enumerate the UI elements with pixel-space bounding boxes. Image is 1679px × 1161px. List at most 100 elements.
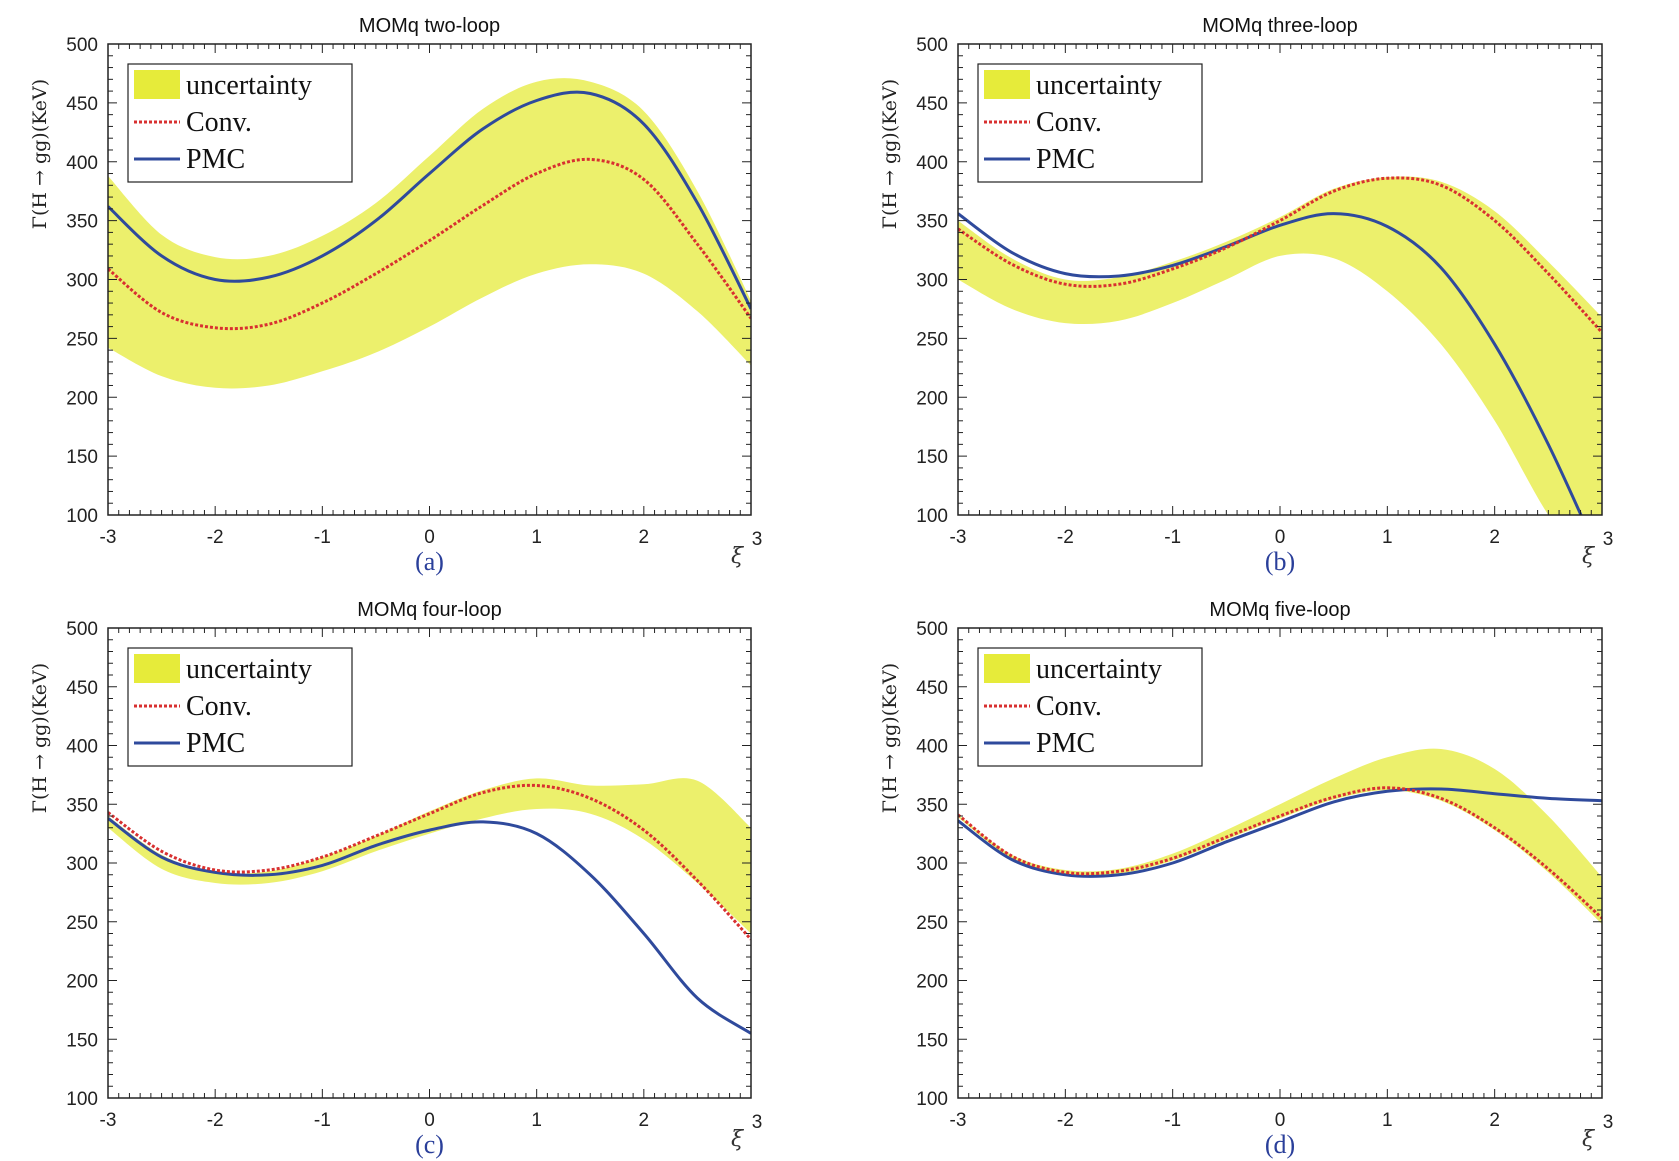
x-tick-label: 3 bbox=[1603, 529, 1614, 550]
panel-caption: (b) bbox=[1265, 547, 1295, 576]
x-tick-label: -2 bbox=[207, 527, 224, 548]
conv-line bbox=[108, 783, 751, 941]
y-tick-label: 150 bbox=[66, 1030, 98, 1051]
x-axis-label: ξ bbox=[1582, 544, 1596, 569]
panel-b: -3 -2 -1 0 1 2 3 100 150 200 250 300 350 400 450 500 MOM… bbox=[879, 15, 1614, 576]
legend-label-pmc: PMC bbox=[186, 144, 245, 175]
x-tick-label: -2 bbox=[207, 1110, 224, 1131]
panel-d: -3 -2 -1 0 1 2 3 100 150 200 250 300 350 400 450 500 MOM… bbox=[879, 599, 1613, 1159]
legend-label-uncertainty: uncertainty bbox=[186, 70, 312, 101]
y-axis-label: Γ(H → gg)(KeV) bbox=[29, 663, 51, 813]
y-tick-label: 250 bbox=[66, 329, 98, 350]
x-tick-label: 1 bbox=[531, 527, 542, 548]
y-tick-label: 350 bbox=[66, 795, 98, 816]
x-tick-label: -3 bbox=[100, 527, 117, 548]
x-tick-label: 0 bbox=[424, 1110, 435, 1131]
y-tick-label: 100 bbox=[66, 506, 98, 527]
y-tick-label: 350 bbox=[916, 212, 948, 233]
plot-area bbox=[958, 748, 1602, 925]
x-tick-label: 2 bbox=[1489, 527, 1500, 548]
plot-area bbox=[108, 78, 751, 389]
y-tick-label: 200 bbox=[66, 972, 98, 993]
x-tick-label: -2 bbox=[1057, 527, 1074, 548]
uncertainty-band bbox=[108, 778, 751, 934]
y-tick-label: 500 bbox=[66, 35, 98, 56]
legend-label-uncertainty: uncertainty bbox=[186, 654, 312, 685]
legend-swatch-uncertainty bbox=[984, 70, 1030, 99]
pmc-line bbox=[108, 90, 751, 310]
x-tick-label: -1 bbox=[1164, 527, 1181, 548]
y-axis-label: Γ(H → gg)(KeV) bbox=[879, 79, 901, 229]
x-axis-label: ξ bbox=[731, 1127, 745, 1152]
uncertainty-band bbox=[108, 78, 751, 389]
panel-c: -3 -2 -1 0 1 2 3 100 150 200 250 300 350 400 450 500 MOM… bbox=[29, 599, 762, 1159]
legend: uncertainty Conv. PMC bbox=[127, 63, 353, 183]
conv-line bbox=[958, 176, 1602, 334]
x-tick-label: 2 bbox=[1489, 1110, 1500, 1131]
panel-caption: (d) bbox=[1265, 1130, 1295, 1159]
y-tick-label: 450 bbox=[66, 94, 98, 115]
chart-title: MOMq five-loop bbox=[1209, 599, 1350, 621]
pmc-line bbox=[958, 787, 1602, 878]
plot-area bbox=[958, 176, 1602, 515]
y-tick-label: 400 bbox=[66, 737, 98, 758]
y-tick-label: 350 bbox=[66, 212, 98, 233]
y-tick-label: 250 bbox=[916, 913, 948, 934]
legend-label-conv: Conv. bbox=[1036, 691, 1102, 722]
y-tick-label: 200 bbox=[916, 388, 948, 409]
x-axis-label: ξ bbox=[1582, 1127, 1596, 1152]
legend-swatch-uncertainty bbox=[984, 654, 1030, 683]
y-tick-label: 450 bbox=[916, 678, 948, 699]
x-tick-label: 1 bbox=[1382, 1110, 1393, 1131]
panel-caption: (c) bbox=[415, 1130, 444, 1159]
legend-label-uncertainty: uncertainty bbox=[1036, 654, 1162, 685]
y-tick-label: 500 bbox=[66, 619, 98, 640]
y-tick-label: 300 bbox=[916, 854, 948, 875]
legend-label-conv: Conv. bbox=[186, 107, 252, 138]
legend: uncertainty Conv. PMC bbox=[977, 63, 1203, 183]
y-tick-label: 150 bbox=[916, 1030, 948, 1051]
legend-swatch-uncertainty bbox=[134, 70, 180, 99]
x-tick-label: -3 bbox=[100, 1110, 117, 1131]
y-tick-label: 250 bbox=[66, 913, 98, 934]
y-tick-label: 200 bbox=[916, 972, 948, 993]
x-tick-label: 3 bbox=[752, 529, 763, 550]
x-tick-label: 1 bbox=[531, 1110, 542, 1131]
y-tick-label: 400 bbox=[66, 153, 98, 174]
plot-area bbox=[108, 778, 751, 1035]
x-tick-label: -3 bbox=[950, 1110, 967, 1131]
y-tick-label: 200 bbox=[66, 388, 98, 409]
y-tick-label: 100 bbox=[916, 1089, 948, 1110]
legend: uncertainty Conv. PMC bbox=[127, 647, 353, 767]
y-tick-label: 250 bbox=[916, 329, 948, 350]
pmc-line bbox=[108, 817, 751, 1035]
x-tick-label: 1 bbox=[1382, 527, 1393, 548]
x-tick-label: -3 bbox=[950, 527, 967, 548]
x-tick-label: 0 bbox=[424, 527, 435, 548]
x-tick-label: 3 bbox=[1603, 1112, 1614, 1133]
x-tick-label: 2 bbox=[639, 527, 650, 548]
legend-label-conv: Conv. bbox=[186, 691, 252, 722]
y-axis-label: Γ(H → gg)(KeV) bbox=[879, 663, 901, 813]
x-tick-label: 2 bbox=[639, 1110, 650, 1131]
y-tick-label: 300 bbox=[66, 854, 98, 875]
y-tick-label: 500 bbox=[916, 35, 948, 56]
uncertainty-band bbox=[958, 748, 1602, 925]
y-tick-label: 500 bbox=[916, 619, 948, 640]
pmc-line bbox=[958, 212, 1583, 515]
legend-label-pmc: PMC bbox=[1036, 144, 1095, 175]
y-tick-label: 350 bbox=[916, 795, 948, 816]
conv-line bbox=[108, 157, 751, 331]
conv-line bbox=[958, 786, 1602, 920]
y-tick-label: 400 bbox=[916, 737, 948, 758]
legend-label-uncertainty: uncertainty bbox=[1036, 70, 1162, 101]
x-tick-label: -1 bbox=[314, 1110, 331, 1131]
panel-caption: (a) bbox=[415, 547, 444, 576]
legend-label-pmc: PMC bbox=[186, 728, 245, 759]
x-tick-label: -1 bbox=[1164, 1110, 1181, 1131]
chart-title: MOMq four-loop bbox=[357, 599, 502, 621]
y-tick-label: 450 bbox=[66, 678, 98, 699]
y-tick-label: 450 bbox=[916, 94, 948, 115]
uncertainty-band bbox=[958, 176, 1602, 515]
